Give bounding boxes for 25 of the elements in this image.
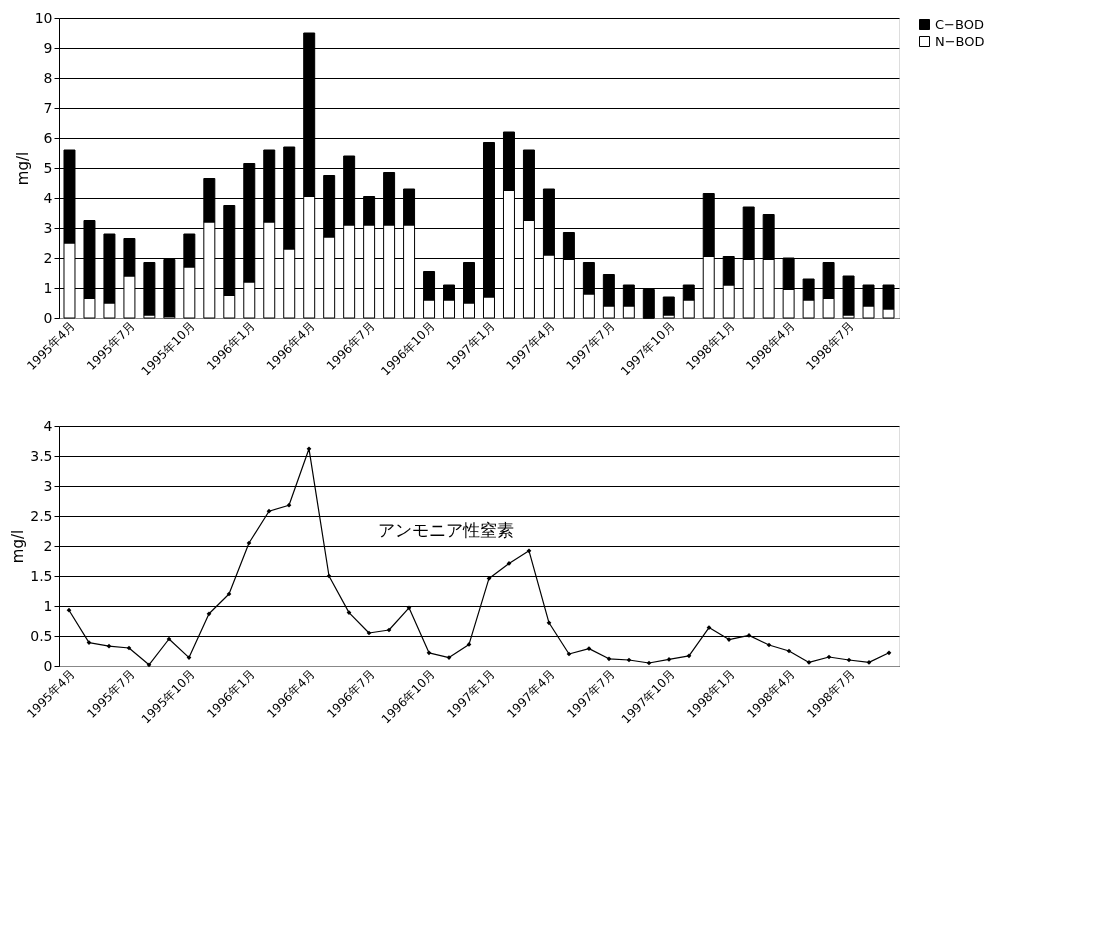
legend-label: N−BOD bbox=[935, 33, 985, 49]
y-tick-label: 9 bbox=[43, 39, 53, 56]
y-tick-label: 1 bbox=[43, 279, 53, 296]
y-tick-label: 3.5 bbox=[30, 447, 53, 464]
y-tick-label: 6 bbox=[43, 129, 53, 146]
y-tick-label: 0 bbox=[43, 657, 53, 674]
y-tick-label: 3 bbox=[43, 219, 53, 236]
y-axis-title: mg/l bbox=[13, 151, 32, 186]
y-axis-title: mg/l bbox=[9, 529, 28, 564]
y-tick-label: 3 bbox=[43, 477, 53, 494]
y-tick-label: 2 bbox=[43, 537, 53, 554]
y-tick-label: 4 bbox=[43, 417, 53, 434]
legend-label: C−BOD bbox=[935, 16, 984, 32]
y-tick-label: 1.5 bbox=[30, 567, 53, 584]
y-tick-label: 4 bbox=[43, 189, 53, 206]
series-label: アンモニア性窒素 bbox=[378, 520, 515, 540]
y-tick-label: 5 bbox=[43, 159, 53, 176]
y-tick-label: 1 bbox=[43, 597, 53, 614]
y-tick-label: 0 bbox=[43, 309, 53, 326]
y-tick-label: 2 bbox=[43, 249, 53, 266]
y-tick-label: 2.5 bbox=[30, 507, 53, 524]
y-tick-label: 0.5 bbox=[30, 627, 53, 644]
y-tick-label: 8 bbox=[43, 69, 53, 86]
y-tick-label: 10 bbox=[34, 9, 53, 26]
y-tick-label: 7 bbox=[43, 99, 53, 116]
